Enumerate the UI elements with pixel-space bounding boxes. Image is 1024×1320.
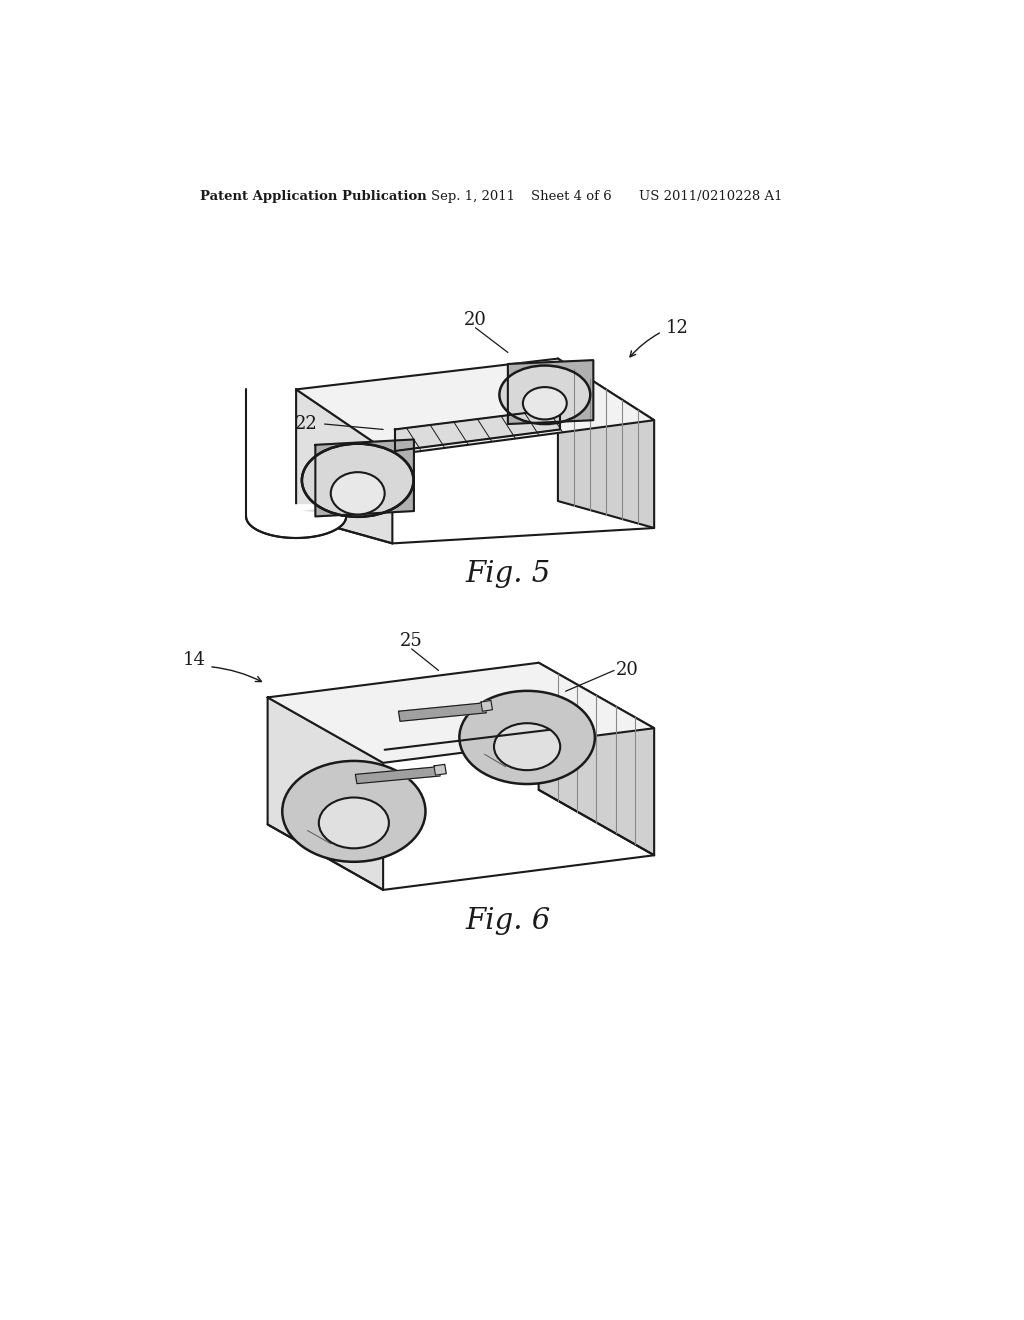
Polygon shape [394, 409, 560, 451]
Ellipse shape [331, 473, 385, 515]
Text: 12: 12 [666, 319, 688, 337]
Text: Sep. 1, 2011: Sep. 1, 2011 [431, 190, 515, 203]
Text: Sheet 4 of 6: Sheet 4 of 6 [531, 190, 611, 203]
Ellipse shape [495, 723, 560, 770]
Polygon shape [267, 697, 383, 890]
Ellipse shape [319, 797, 388, 847]
Text: Fig. 6: Fig. 6 [465, 907, 551, 935]
Polygon shape [355, 767, 440, 784]
Ellipse shape [303, 445, 413, 516]
Polygon shape [398, 702, 486, 721]
Polygon shape [508, 360, 593, 424]
Text: 22: 22 [295, 414, 317, 433]
Polygon shape [481, 701, 493, 711]
Ellipse shape [500, 366, 590, 424]
Polygon shape [315, 440, 414, 516]
Polygon shape [267, 663, 654, 763]
Text: Patent Application Publication: Patent Application Publication [200, 190, 427, 203]
Text: 20: 20 [464, 312, 487, 329]
Polygon shape [558, 359, 654, 528]
Polygon shape [296, 389, 392, 544]
Polygon shape [296, 359, 654, 455]
Text: 25: 25 [400, 632, 423, 651]
Text: US 2011/0210228 A1: US 2011/0210228 A1 [639, 190, 782, 203]
Text: 14: 14 [183, 652, 206, 669]
Polygon shape [539, 663, 654, 855]
Text: 20: 20 [615, 661, 639, 680]
Ellipse shape [523, 387, 566, 420]
Text: Fig. 5: Fig. 5 [465, 560, 551, 589]
Ellipse shape [460, 692, 595, 784]
Polygon shape [246, 506, 346, 539]
Polygon shape [434, 764, 446, 775]
Ellipse shape [283, 762, 425, 862]
